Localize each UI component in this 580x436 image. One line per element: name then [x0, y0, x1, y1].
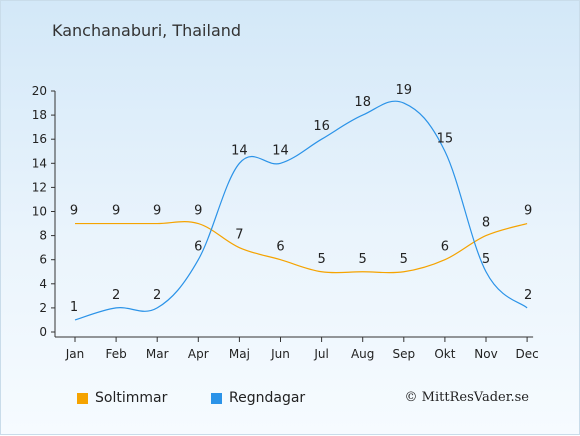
data-label-sun: 5 — [359, 252, 367, 267]
data-label-rain: 2 — [153, 288, 161, 303]
y-tick-label: 20 — [32, 84, 47, 98]
data-label-sun: 9 — [153, 204, 161, 219]
y-tick-label: 18 — [32, 108, 47, 122]
data-label-sun: 6 — [276, 240, 284, 255]
legend-label-sun: Soltimmar — [95, 390, 168, 406]
x-tick-label: Jun — [270, 347, 290, 361]
data-label-sun: 9 — [70, 204, 78, 219]
data-label-sun: 9 — [524, 204, 532, 219]
y-tick-label: 14 — [32, 156, 47, 170]
x-tick-label: Feb — [105, 347, 126, 361]
data-label-sun: 9 — [194, 204, 202, 219]
x-tick-label: Sep — [392, 347, 415, 361]
series-lines — [74, 100, 528, 321]
y-tick-label: 12 — [32, 180, 47, 194]
data-label-rain: 1 — [70, 300, 78, 315]
data-label-sun: 9 — [112, 204, 120, 219]
data-label-rain: 15 — [437, 131, 454, 146]
data-label-rain: 19 — [396, 83, 413, 98]
legend-item-sun: Soltimmar — [77, 390, 167, 406]
x-tick-label: Mar — [146, 347, 169, 361]
data-label-rain: 16 — [313, 119, 330, 134]
y-tick-label: 10 — [32, 205, 47, 219]
x-tick-label: Jul — [313, 347, 328, 361]
data-label-rain: 14 — [231, 143, 248, 158]
legend-label-rain: Regndagar — [229, 390, 306, 406]
x-tick-label: Jan — [65, 347, 85, 361]
x-tick-label: Okt — [434, 347, 455, 361]
data-label-sun: 5 — [400, 252, 408, 267]
data-label-sun: 6 — [441, 240, 449, 255]
x-tick-label: Apr — [188, 347, 209, 361]
y-tick-label: 2 — [39, 301, 47, 315]
y-tick-label: 8 — [39, 229, 47, 243]
y-tick-label: 0 — [39, 325, 47, 339]
y-tick-label: 16 — [32, 132, 47, 146]
data-label-sun: 8 — [482, 216, 490, 231]
series-line-rain — [74, 100, 528, 321]
x-tick-label: Nov — [474, 347, 497, 361]
legend-swatch-rain — [211, 392, 222, 404]
series-line-sun — [74, 221, 528, 274]
x-tick-label: Dec — [515, 347, 538, 361]
data-label-rain: 18 — [354, 95, 371, 110]
copyright-text: © MittResVader.se — [404, 390, 529, 405]
y-tick-label: 6 — [39, 253, 47, 267]
data-label-rain: 5 — [482, 252, 490, 267]
data-label-sun: 5 — [317, 252, 325, 267]
data-label-rain: 2 — [524, 288, 532, 303]
data-label-rain: 6 — [194, 240, 202, 255]
x-tick-label: Maj — [229, 347, 250, 361]
legend-item-rain: Regndagar — [211, 390, 305, 406]
y-tick-label: 4 — [39, 277, 47, 291]
legend-swatch-sun — [77, 392, 88, 404]
data-label-rain: 2 — [112, 288, 120, 303]
x-tick-label: Aug — [351, 347, 374, 361]
data-label-sun: 7 — [235, 228, 243, 243]
chart-title: Kanchanaburi, Thailand — [52, 21, 242, 40]
data-label-rain: 14 — [272, 143, 289, 158]
